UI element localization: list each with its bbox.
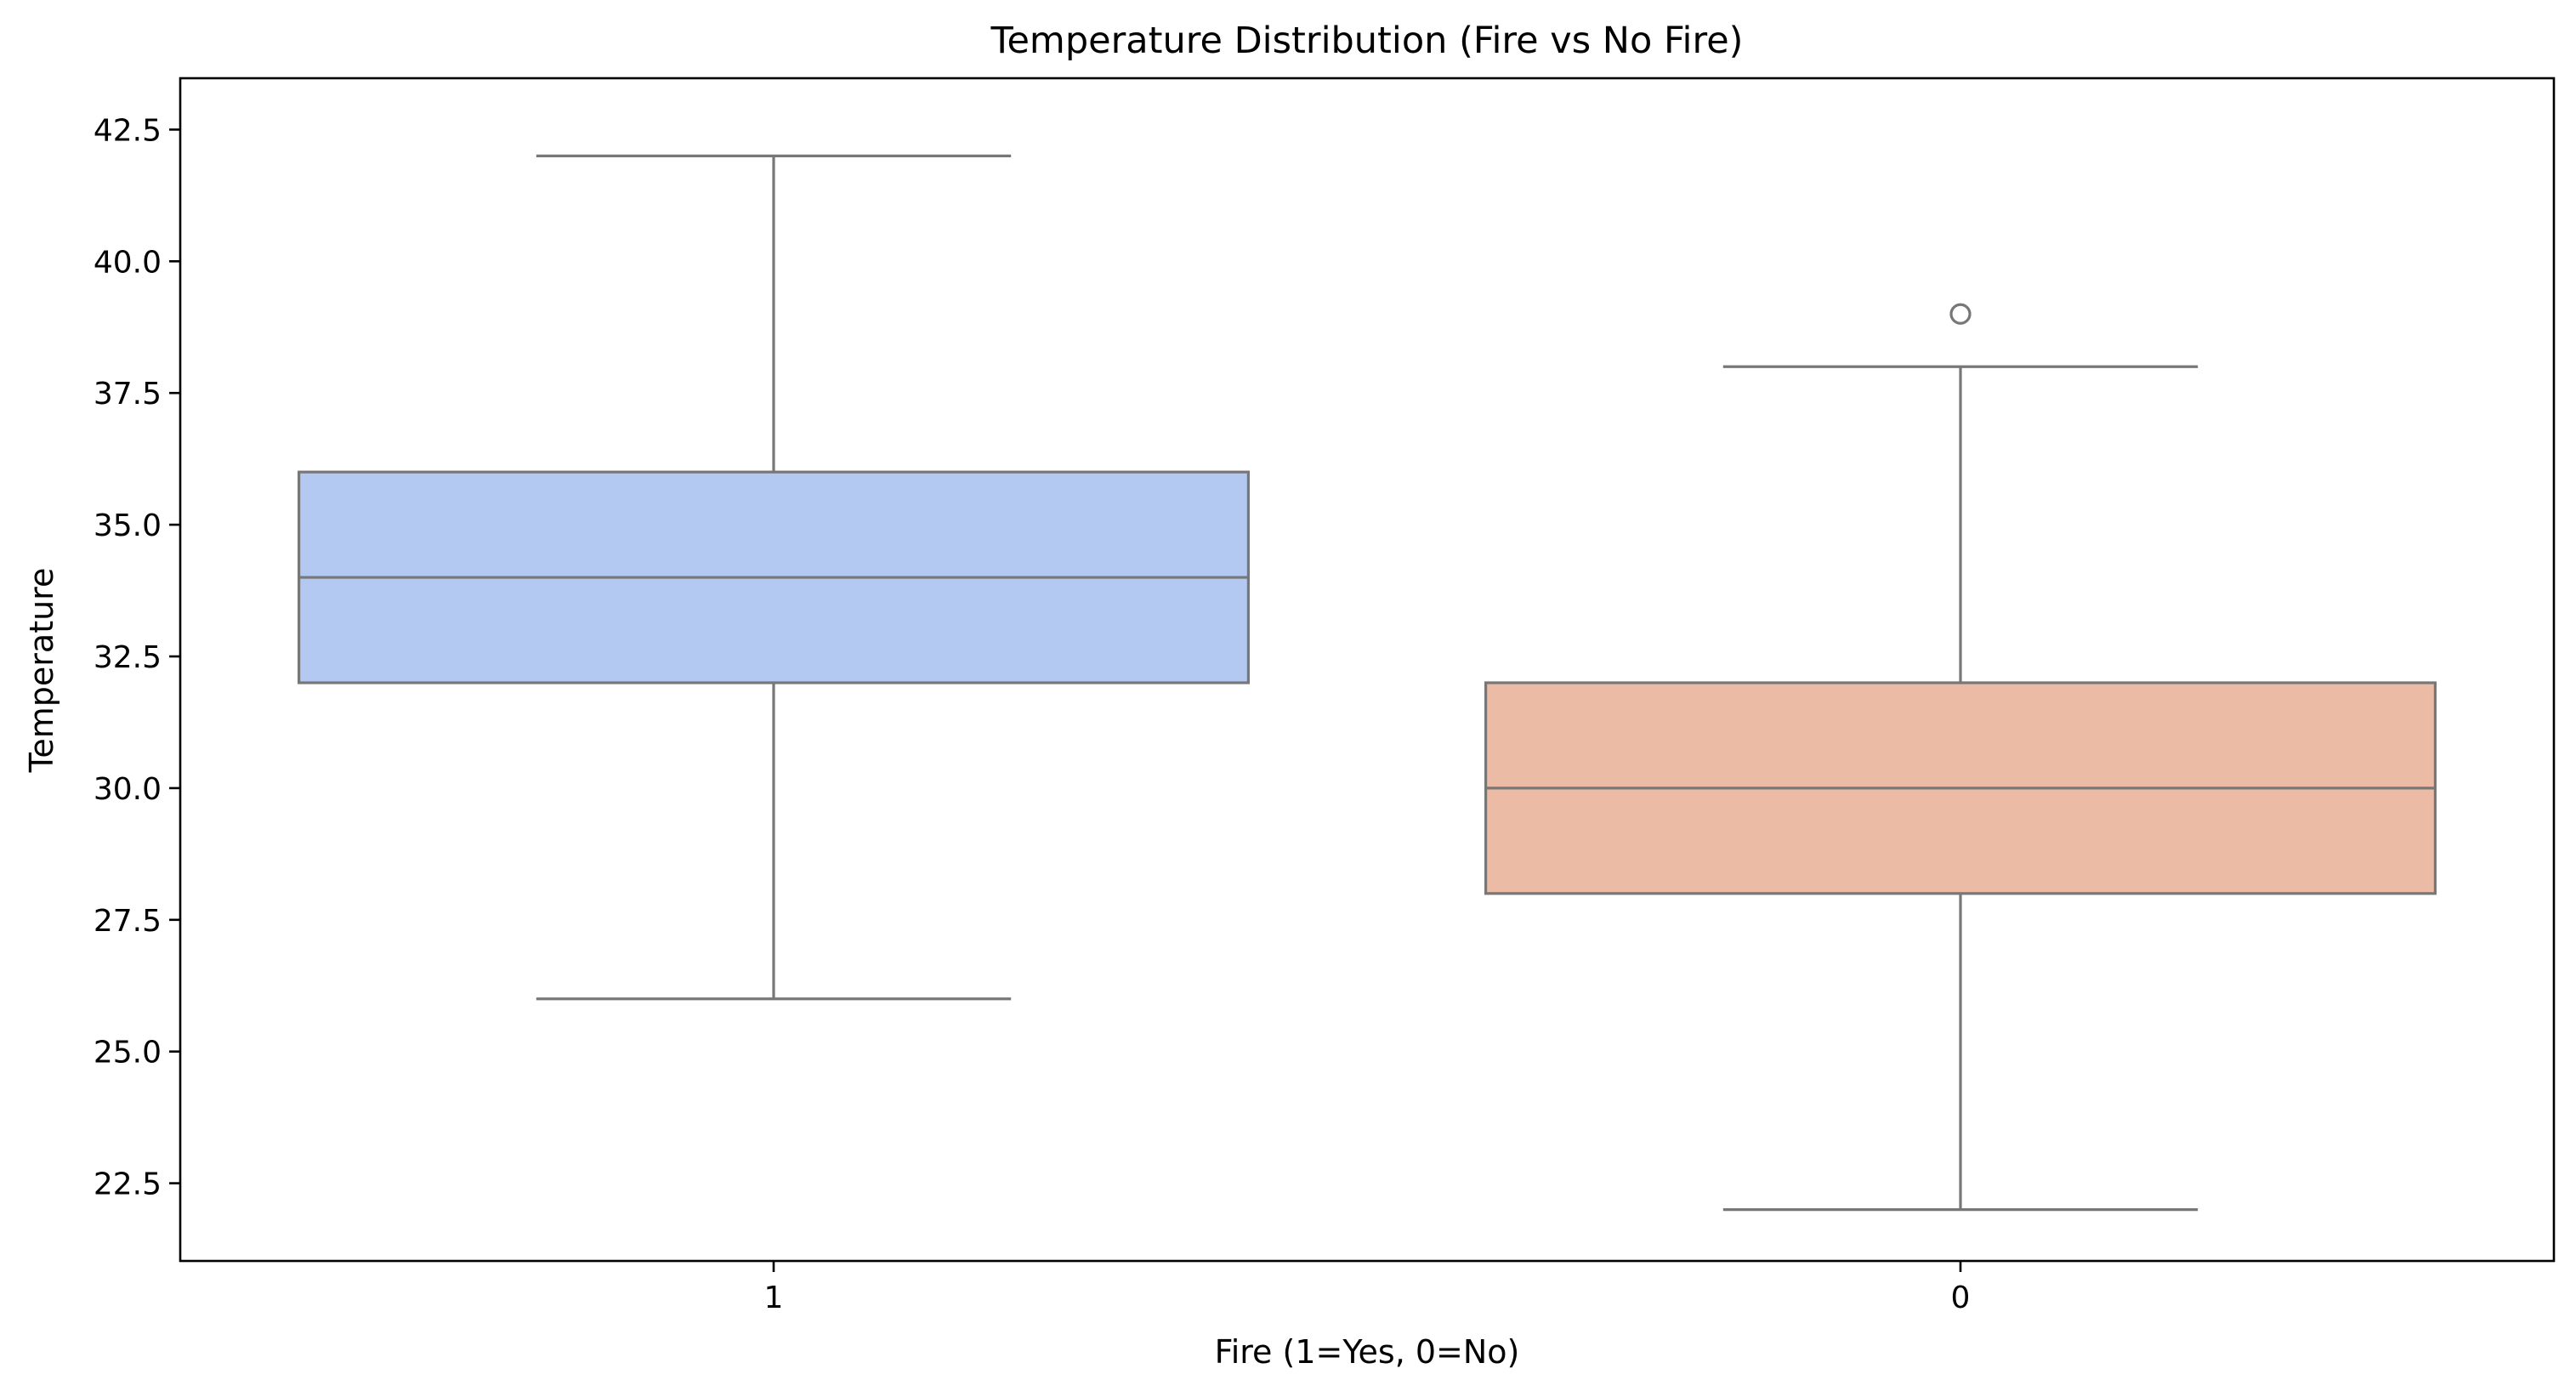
x-axis-label: Fire (1=Yes, 0=No) xyxy=(1215,1333,1520,1371)
y-tick-label: 22.5 xyxy=(94,1167,162,1202)
x-tick-label: 0 xyxy=(1951,1281,1971,1315)
y-tick-label: 30.0 xyxy=(94,772,162,807)
boxes-layer xyxy=(298,154,2437,1212)
y-tick-label: 40.0 xyxy=(94,245,162,280)
outlier-point xyxy=(1949,303,1972,325)
y-tick-label: 35.0 xyxy=(94,508,162,543)
x-tick-label: 1 xyxy=(764,1281,784,1315)
y-tick-label: 27.5 xyxy=(94,904,162,939)
y-tick-label: 25.0 xyxy=(94,1036,162,1070)
chart-title: Temperature Distribution (Fire vs No Fir… xyxy=(990,20,1744,62)
y-axis: 22.5 25.0 27.5 30.0 32.5 35.0 37.5 40.0 42.5 xyxy=(94,113,180,1202)
box-group-1 xyxy=(298,154,1251,1001)
y-tick-label: 42.5 xyxy=(94,113,162,148)
plot-frame xyxy=(179,77,2556,1263)
y-tick-label: 32.5 xyxy=(94,640,162,675)
y-tick-label: 37.5 xyxy=(94,377,162,412)
box-group-0 xyxy=(1484,303,2437,1212)
y-axis-label: Temperature xyxy=(23,568,60,774)
